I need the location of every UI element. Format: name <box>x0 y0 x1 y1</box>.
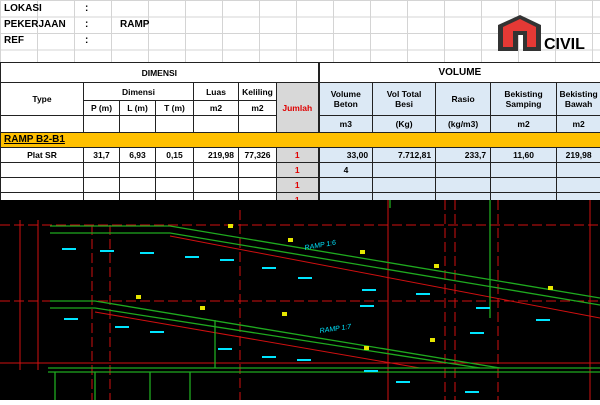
ramp-upper-label: RAMP 1:6 <box>304 240 336 252</box>
annotation-tag <box>360 250 365 254</box>
annotation-tag <box>200 306 205 310</box>
section-row[interactable]: RAMP B2-B1 <box>1 133 600 148</box>
annotation-label <box>298 277 312 279</box>
annotation-tag <box>548 286 553 290</box>
jumlah-header: Jumlah <box>277 83 319 133</box>
rasio-header: Rasio <box>436 83 491 116</box>
annotation-label <box>465 391 479 393</box>
pekerjaan-label: PEKERJAAN <box>4 19 66 30</box>
annotation-label <box>536 319 550 321</box>
annotation-label <box>62 248 76 250</box>
annotation-tag <box>136 295 141 299</box>
ref-label: REF <box>4 35 24 46</box>
rasio-unit: (kg/m3) <box>436 116 491 133</box>
annotation-label <box>150 331 164 333</box>
civil-logo: CIVIL <box>493 13 593 53</box>
annotation-label <box>220 259 234 261</box>
annotation-label <box>185 256 199 258</box>
pekerjaan-value: RAMP <box>120 19 149 30</box>
l-header: L (m) <box>120 101 156 116</box>
annotation-label <box>64 318 78 320</box>
lokasi-label: LOKASI <box>4 3 42 14</box>
annotation-label <box>262 356 276 358</box>
annotation-label <box>416 293 430 295</box>
annotation-label <box>476 307 490 309</box>
annotation-label <box>100 250 114 252</box>
ramp-lower-label: RAMP 1:7 <box>319 323 352 334</box>
volume-table: DIMENSI VOLUME Type Dimensi Luas Kelilin… <box>0 62 600 208</box>
t-header: T (m) <box>156 101 194 116</box>
annotation-tag <box>434 264 439 268</box>
annotation-tag <box>228 224 233 228</box>
annotation-label <box>362 289 376 291</box>
annotation-label <box>470 332 484 334</box>
annotation-label <box>115 326 129 328</box>
keliling-unit: m2 <box>239 101 277 116</box>
annotation-label <box>218 348 232 350</box>
table-row[interactable]: 1 4 <box>1 163 600 178</box>
logo-text: CIVIL <box>544 36 585 53</box>
dimensi-sub-header: Dimensi <box>84 83 194 101</box>
annotation-label <box>360 305 374 307</box>
annotation-label <box>262 267 276 269</box>
bek-samping-unit: m2 <box>491 116 557 133</box>
annotation-label <box>140 252 154 254</box>
sheet-header: LOKASI : PEKERJAAN : RAMP REF : CIVIL <box>0 0 600 62</box>
bek-bawah-unit: m2 <box>557 116 600 133</box>
lokasi-sep: : <box>85 3 88 14</box>
keliling-header: Keliling <box>239 83 277 101</box>
vol-besi-unit: (Kg) <box>373 116 436 133</box>
annotation-label <box>297 359 311 361</box>
luas-header: Luas <box>194 83 239 101</box>
type-header: Type <box>1 83 84 116</box>
annotation-tag <box>288 238 293 242</box>
cad-section-drawing: RAMP 1:6 RAMP 1:7 <box>0 200 600 400</box>
ref-sep: : <box>85 35 88 46</box>
pekerjaan-sep: : <box>85 19 88 30</box>
volume-group-header: VOLUME <box>319 63 600 83</box>
table-row[interactable]: Plat SR 31,7 6,93 0,15 219,98 77,326 1 3… <box>1 148 600 163</box>
annotation-label <box>396 381 410 383</box>
dimensi-group-header: DIMENSI <box>1 63 319 83</box>
table-row[interactable]: 1 <box>1 178 600 193</box>
annotation-tag <box>430 338 435 342</box>
annotation-label <box>364 370 378 372</box>
annotation-tag <box>364 346 369 350</box>
vol-beton-unit: m3 <box>319 116 373 133</box>
p-header: P (m) <box>84 101 120 116</box>
luas-unit: m2 <box>194 101 239 116</box>
annotation-tag <box>282 312 287 316</box>
